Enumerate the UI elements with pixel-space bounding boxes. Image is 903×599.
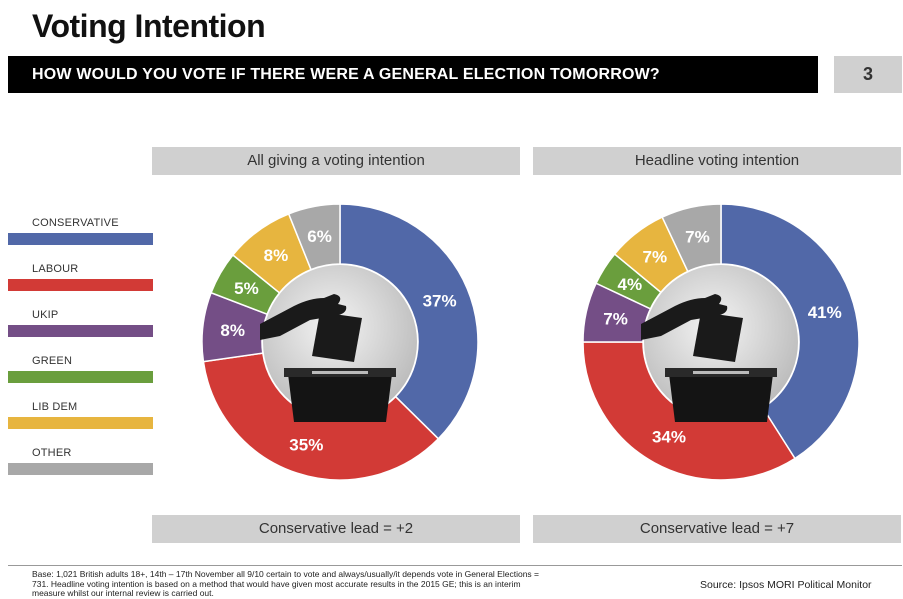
slice-label-conservative: 41% (808, 303, 842, 322)
slice-label-labour: 35% (289, 436, 323, 455)
slice-label-lib-dem: 8% (264, 246, 289, 265)
source: Source: Ipsos MORI Political Monitor (700, 579, 872, 591)
chart-1-donut: 37% 35% 8% 5% 8% 6% (201, 203, 479, 481)
page-number: 3 (834, 56, 902, 93)
legend-item-green: GREEN (8, 354, 153, 400)
ballot-box-icon (641, 265, 798, 422)
slice-label-lib-dem: 7% (643, 248, 668, 267)
legend-swatch (8, 325, 153, 337)
slice-label-ukip: 7% (603, 309, 628, 328)
legend-label: GREEN (32, 355, 73, 367)
footnote: Base: 1,021 British adults 18+, 14th – 1… (32, 569, 539, 598)
footer-divider (8, 565, 902, 566)
chart-1-title: All giving a voting intention (152, 147, 520, 175)
legend-label: LABOUR (32, 263, 79, 275)
chart-2-footer: Conservative lead = +7 (533, 515, 901, 543)
slice-other (287, 203, 341, 271)
chart-2-title: Headline voting intention (533, 147, 901, 175)
legend-swatch (8, 233, 153, 245)
slice-conservative (339, 203, 479, 440)
legend: CONSERVATIVE LABOUR UKIP GREEN LIB DEM O… (8, 216, 153, 492)
question-banner: HOW WOULD YOU VOTE IF THERE WERE A GENER… (8, 56, 818, 93)
legend-item-conservative: CONSERVATIVE (8, 216, 153, 262)
slice-label-green: 5% (234, 279, 259, 298)
legend-item-labour: LABOUR (8, 262, 153, 308)
slice-other (661, 203, 722, 273)
legend-swatch (8, 279, 153, 291)
legend-swatch (8, 463, 153, 475)
chart-2-donut: 41%34%7%4%7%7% (582, 203, 860, 481)
slice-label-other: 6% (307, 227, 332, 246)
legend-item-ukip: UKIP (8, 308, 153, 354)
legend-label: LIB DEM (32, 401, 78, 413)
legend-item-other: OTHER (8, 446, 153, 492)
slice-conservative (720, 203, 860, 460)
legend-label: UKIP (32, 309, 59, 321)
page-title: Voting Intention (32, 8, 266, 44)
slice-label-conservative: 37% (423, 291, 457, 310)
slice-label-labour: 34% (652, 428, 686, 447)
slice-label-green: 4% (618, 275, 643, 294)
ballot-box-icon (260, 265, 417, 422)
legend-swatch (8, 371, 153, 383)
slice-label-other: 7% (685, 228, 710, 247)
legend-label: OTHER (32, 447, 72, 459)
legend-swatch (8, 417, 153, 429)
legend-label: CONSERVATIVE (32, 217, 119, 229)
chart-1-footer: Conservative lead = +2 (152, 515, 520, 543)
legend-item-lib-dem: LIB DEM (8, 400, 153, 446)
slice-label-ukip: 8% (220, 321, 245, 340)
